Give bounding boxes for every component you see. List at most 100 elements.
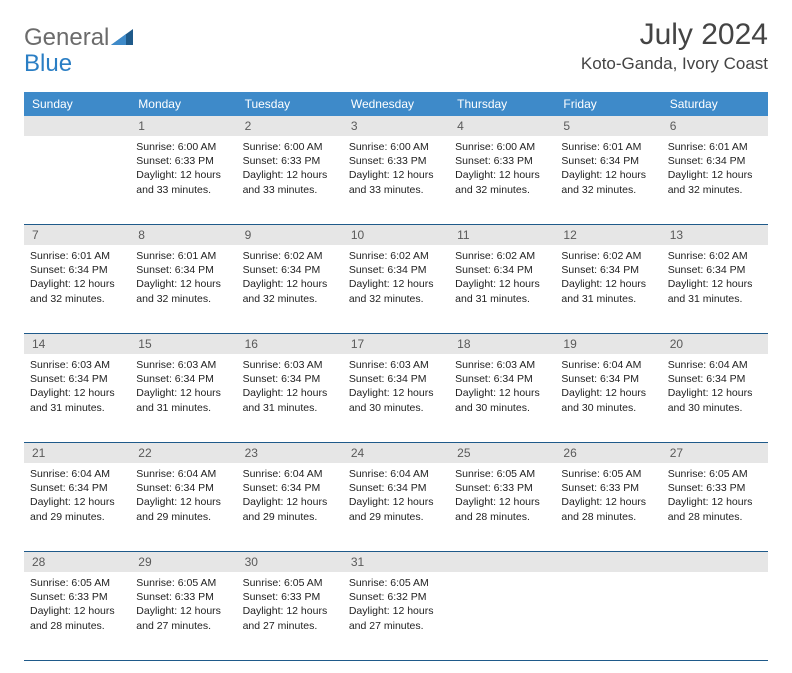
day-cell-row: Sunrise: 6:00 AMSunset: 6:33 PMDaylight:… bbox=[24, 136, 768, 224]
day-cell-line: and 31 minutes. bbox=[668, 292, 762, 306]
day-number: 21 bbox=[24, 443, 130, 463]
day-cell-line: Sunrise: 6:02 AM bbox=[349, 249, 443, 263]
day-number: 5 bbox=[555, 116, 661, 136]
day-cell-line: and 30 minutes. bbox=[349, 401, 443, 415]
day-cell-row: Sunrise: 6:04 AMSunset: 6:34 PMDaylight:… bbox=[24, 463, 768, 551]
day-cell-line: and 29 minutes. bbox=[349, 510, 443, 524]
day-cell-line: Sunrise: 6:00 AM bbox=[455, 140, 549, 154]
day-number bbox=[662, 552, 768, 572]
day-cell: Sunrise: 6:04 AMSunset: 6:34 PMDaylight:… bbox=[662, 354, 768, 442]
day-cell-line: Daylight: 12 hours bbox=[136, 168, 230, 182]
day-cell-line: Sunset: 6:34 PM bbox=[243, 481, 337, 495]
day-cell-line: Sunset: 6:34 PM bbox=[30, 481, 124, 495]
day-cell-line: and 32 minutes. bbox=[561, 183, 655, 197]
day-number: 1 bbox=[130, 116, 236, 136]
day-cell: Sunrise: 6:02 AMSunset: 6:34 PMDaylight:… bbox=[237, 245, 343, 333]
day-cell-line: and 30 minutes. bbox=[561, 401, 655, 415]
day-cell-line: Sunset: 6:34 PM bbox=[668, 263, 762, 277]
day-cell-line: Daylight: 12 hours bbox=[349, 386, 443, 400]
day-number-row: 14151617181920 bbox=[24, 334, 768, 354]
day-cell-line: Sunset: 6:34 PM bbox=[349, 481, 443, 495]
day-header: Monday bbox=[130, 92, 236, 116]
location: Koto-Ganda, Ivory Coast bbox=[581, 54, 768, 74]
logo-text-general: General bbox=[24, 24, 109, 51]
day-cell-line: Daylight: 12 hours bbox=[455, 277, 549, 291]
day-cell-line: Daylight: 12 hours bbox=[668, 168, 762, 182]
day-number: 31 bbox=[343, 552, 449, 572]
day-header: Wednesday bbox=[343, 92, 449, 116]
day-cell-line: Daylight: 12 hours bbox=[136, 604, 230, 618]
day-cell-line: Sunrise: 6:03 AM bbox=[349, 358, 443, 372]
day-cell-line: and 32 minutes. bbox=[455, 183, 549, 197]
day-cell-line: and 28 minutes. bbox=[455, 510, 549, 524]
day-header: Friday bbox=[555, 92, 661, 116]
day-cell-line: Sunrise: 6:04 AM bbox=[243, 467, 337, 481]
day-number: 19 bbox=[555, 334, 661, 354]
day-cell-line: Sunset: 6:33 PM bbox=[455, 154, 549, 168]
day-cell: Sunrise: 6:05 AMSunset: 6:33 PMDaylight:… bbox=[662, 463, 768, 551]
day-number: 24 bbox=[343, 443, 449, 463]
day-cell-line: Sunset: 6:34 PM bbox=[30, 372, 124, 386]
day-cell-line: Sunrise: 6:00 AM bbox=[136, 140, 230, 154]
day-cell: Sunrise: 6:00 AMSunset: 6:33 PMDaylight:… bbox=[237, 136, 343, 224]
day-cell-line: and 28 minutes. bbox=[30, 619, 124, 633]
day-cell-line: Sunrise: 6:03 AM bbox=[455, 358, 549, 372]
day-number: 2 bbox=[237, 116, 343, 136]
day-cell-line: Sunrise: 6:05 AM bbox=[455, 467, 549, 481]
day-cell: Sunrise: 6:03 AMSunset: 6:34 PMDaylight:… bbox=[24, 354, 130, 442]
day-number: 14 bbox=[24, 334, 130, 354]
day-cell-line: Sunrise: 6:03 AM bbox=[30, 358, 124, 372]
day-number: 28 bbox=[24, 552, 130, 572]
day-cell-line: Sunrise: 6:04 AM bbox=[30, 467, 124, 481]
day-number-row: 78910111213 bbox=[24, 225, 768, 245]
day-cell-row: Sunrise: 6:05 AMSunset: 6:33 PMDaylight:… bbox=[24, 572, 768, 660]
day-cell-line: Daylight: 12 hours bbox=[349, 495, 443, 509]
day-cell-line: and 33 minutes. bbox=[243, 183, 337, 197]
day-cell-line: Daylight: 12 hours bbox=[668, 495, 762, 509]
day-cell-line: Sunset: 6:33 PM bbox=[136, 154, 230, 168]
day-cell: Sunrise: 6:00 AMSunset: 6:33 PMDaylight:… bbox=[449, 136, 555, 224]
day-cell-line: Sunrise: 6:01 AM bbox=[561, 140, 655, 154]
day-header-row: Sunday Monday Tuesday Wednesday Thursday… bbox=[24, 92, 768, 116]
day-number: 20 bbox=[662, 334, 768, 354]
day-cell-line: Daylight: 12 hours bbox=[136, 386, 230, 400]
day-number: 25 bbox=[449, 443, 555, 463]
day-number: 16 bbox=[237, 334, 343, 354]
day-cell-line: Daylight: 12 hours bbox=[668, 277, 762, 291]
logo-triangle-icon bbox=[111, 29, 133, 50]
day-number: 27 bbox=[662, 443, 768, 463]
day-cell: Sunrise: 6:03 AMSunset: 6:34 PMDaylight:… bbox=[130, 354, 236, 442]
day-number: 30 bbox=[237, 552, 343, 572]
day-cell-line: Daylight: 12 hours bbox=[455, 386, 549, 400]
day-cell-line: Daylight: 12 hours bbox=[136, 495, 230, 509]
day-cell-line: and 31 minutes. bbox=[561, 292, 655, 306]
week-block: 21222324252627Sunrise: 6:04 AMSunset: 6:… bbox=[24, 443, 768, 552]
day-cell-line: and 27 minutes. bbox=[243, 619, 337, 633]
day-cell-line: Sunset: 6:34 PM bbox=[561, 154, 655, 168]
week-block: 28293031 Sunrise: 6:05 AMSunset: 6:33 PM… bbox=[24, 552, 768, 661]
day-cell-line: Sunrise: 6:03 AM bbox=[243, 358, 337, 372]
day-cell-line: Sunrise: 6:05 AM bbox=[668, 467, 762, 481]
day-cell bbox=[449, 572, 555, 660]
day-cell: Sunrise: 6:02 AMSunset: 6:34 PMDaylight:… bbox=[449, 245, 555, 333]
day-cell-line: Daylight: 12 hours bbox=[30, 277, 124, 291]
day-cell-line: Sunset: 6:33 PM bbox=[668, 481, 762, 495]
day-cell-line: Sunset: 6:34 PM bbox=[349, 372, 443, 386]
day-number: 12 bbox=[555, 225, 661, 245]
day-cell-line: Daylight: 12 hours bbox=[349, 604, 443, 618]
day-cell-line: Sunrise: 6:01 AM bbox=[136, 249, 230, 263]
day-cell-line: and 32 minutes. bbox=[30, 292, 124, 306]
day-cell-line: and 30 minutes. bbox=[668, 401, 762, 415]
day-cell-line: and 31 minutes. bbox=[30, 401, 124, 415]
day-cell-line: Daylight: 12 hours bbox=[243, 168, 337, 182]
day-cell-line: Sunset: 6:34 PM bbox=[136, 372, 230, 386]
day-cell-line: Sunset: 6:33 PM bbox=[136, 590, 230, 604]
day-cell-line: and 27 minutes. bbox=[136, 619, 230, 633]
day-cell-line: and 29 minutes. bbox=[243, 510, 337, 524]
day-cell-line: and 31 minutes. bbox=[455, 292, 549, 306]
week-block: 14151617181920Sunrise: 6:03 AMSunset: 6:… bbox=[24, 334, 768, 443]
day-number-row: 28293031 bbox=[24, 552, 768, 572]
day-cell: Sunrise: 6:02 AMSunset: 6:34 PMDaylight:… bbox=[343, 245, 449, 333]
day-cell-line: Sunrise: 6:02 AM bbox=[668, 249, 762, 263]
day-cell-line: Daylight: 12 hours bbox=[243, 495, 337, 509]
